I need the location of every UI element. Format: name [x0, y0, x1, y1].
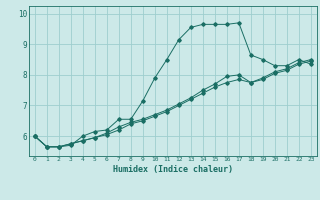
X-axis label: Humidex (Indice chaleur): Humidex (Indice chaleur): [113, 165, 233, 174]
